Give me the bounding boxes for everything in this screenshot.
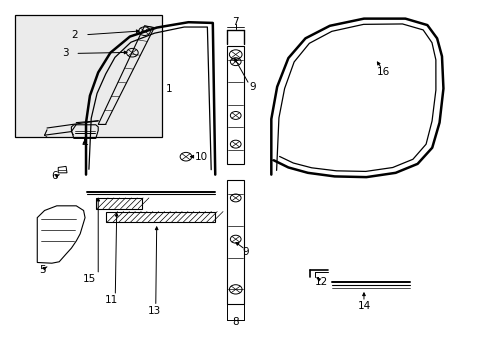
Bar [105,212,215,222]
Text: 1: 1 [165,84,172,94]
Text: 11: 11 [105,296,118,306]
Text: 15: 15 [83,274,96,284]
Text: 3: 3 [61,48,68,58]
Bar [96,198,142,209]
Text: 14: 14 [357,301,370,311]
Text: 8: 8 [232,317,239,327]
Text: 9: 9 [242,247,248,257]
Text: 12: 12 [314,277,327,287]
Text: 13: 13 [147,306,161,316]
Text: 5: 5 [39,265,45,275]
Bar [15,15,161,137]
Text: 9: 9 [248,82,255,92]
Text: 4: 4 [81,139,88,149]
Text: 7: 7 [232,17,239,27]
Text: 16: 16 [376,67,389,77]
Text: 2: 2 [71,30,78,40]
Text: 6: 6 [51,171,58,181]
Text: 10: 10 [194,152,207,162]
